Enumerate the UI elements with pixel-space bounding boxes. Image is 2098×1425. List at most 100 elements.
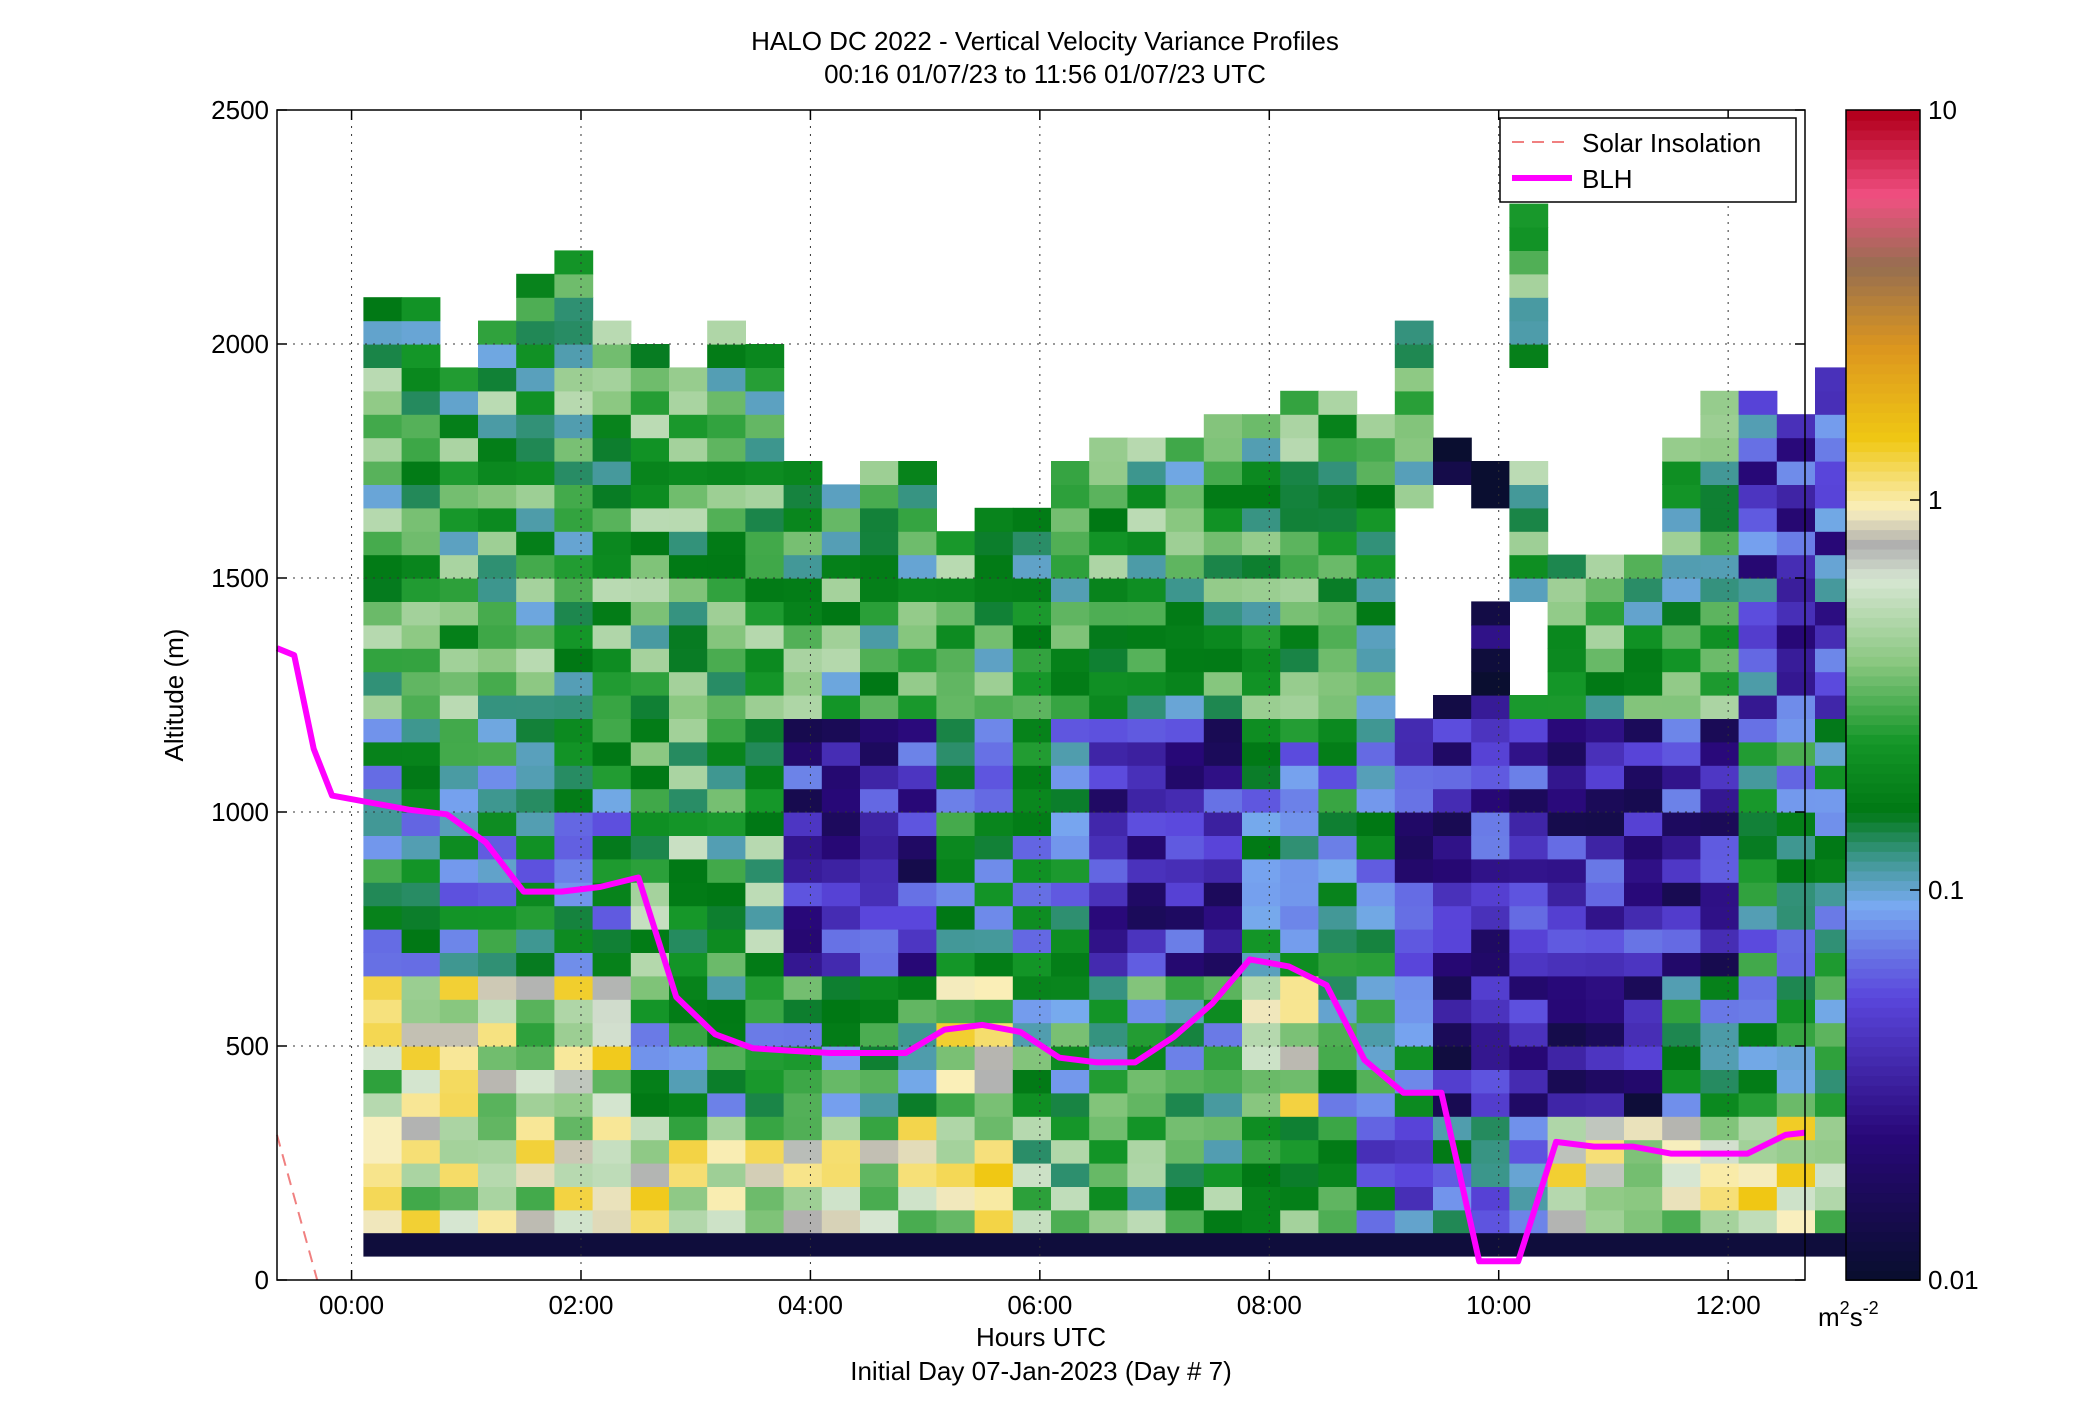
colorbar-segment	[1846, 714, 1920, 726]
x-tick-label: 00:00	[319, 1290, 384, 1320]
heatmap-cell	[1738, 765, 1778, 790]
colorbar-segment	[1846, 529, 1920, 540]
heatmap-cell	[821, 1022, 861, 1047]
heatmap-cell	[1318, 695, 1358, 719]
colorbar-segment	[1846, 110, 1920, 121]
heatmap-cell	[1700, 1092, 1740, 1117]
heatmap-cell	[1242, 858, 1281, 883]
colorbar-segment	[1846, 1182, 1920, 1194]
heatmap-cell	[516, 320, 555, 345]
heatmap-cell	[1127, 905, 1167, 930]
heatmap-cell	[1089, 695, 1128, 719]
heatmap-cell	[1356, 1022, 1396, 1047]
heatmap-cell	[1738, 882, 1778, 907]
heatmap-cell	[1700, 812, 1740, 836]
heatmap-cell	[1089, 882, 1128, 907]
heatmap-cell	[401, 1116, 441, 1141]
heatmap-cell	[1662, 812, 1701, 836]
heatmap-cell	[1280, 414, 1319, 439]
heatmap-cell	[401, 297, 441, 322]
heatmap-cell	[554, 765, 594, 790]
heatmap-cell	[1585, 882, 1625, 907]
colorbar-segment	[1846, 636, 1920, 648]
heatmap-cell	[860, 1186, 899, 1211]
heatmap-cell	[974, 624, 1014, 649]
heatmap-cell	[478, 531, 517, 556]
heatmap-cell	[363, 344, 403, 368]
heatmap-cell	[1738, 905, 1778, 930]
heatmap-cell	[1394, 437, 1434, 462]
heatmap-cell	[1203, 858, 1243, 883]
heatmap-cell	[936, 1092, 976, 1117]
heatmap-cell	[860, 788, 899, 813]
heatmap-cell	[1127, 1116, 1167, 1141]
heatmap-cell	[1165, 858, 1205, 883]
heatmap-cell	[821, 1116, 861, 1141]
colorbar-segment	[1846, 1192, 1920, 1203]
heatmap-cell	[478, 1163, 517, 1187]
colorbar-segment	[1846, 431, 1920, 443]
heatmap-cell	[1776, 835, 1816, 860]
heatmap-cell	[401, 905, 441, 930]
heatmap-cell	[936, 1046, 976, 1070]
heatmap-cell	[1318, 835, 1358, 860]
heatmap-cell	[1051, 1069, 1090, 1094]
heatmap-cell	[1471, 929, 1510, 953]
heatmap-cell	[669, 905, 708, 930]
heatmap-cell	[1051, 578, 1090, 602]
heatmap-cell	[1776, 741, 1816, 766]
heatmap-cell	[363, 1209, 403, 1234]
heatmap-cell	[1662, 1022, 1701, 1047]
heatmap-cell	[1471, 999, 1510, 1024]
colorbar-segment	[1846, 1211, 1920, 1223]
colorbar-segment	[1846, 373, 1920, 384]
heatmap-cell	[1012, 835, 1052, 860]
heatmap-cell	[1662, 507, 1701, 532]
heatmap-cell-lowest	[363, 1233, 1854, 1257]
heatmap-cell	[898, 1209, 937, 1234]
heatmap-cell	[1165, 929, 1205, 953]
heatmap-cell	[1242, 507, 1281, 532]
heatmap-cell	[1662, 648, 1701, 673]
heatmap-cell	[1051, 1116, 1090, 1141]
heatmap-cell	[401, 484, 441, 509]
heatmap-cell	[1547, 578, 1587, 602]
heatmap-cell	[783, 858, 823, 883]
heatmap-cell	[1509, 1092, 1549, 1117]
heatmap-cell	[363, 648, 403, 673]
heatmap-cell	[707, 671, 746, 696]
heatmap-cell	[1700, 461, 1740, 485]
heatmap-cell	[1471, 905, 1510, 930]
heatmap-cell	[1356, 648, 1396, 673]
heatmap-cell	[707, 1092, 746, 1117]
heatmap-cell	[630, 531, 670, 556]
heatmap-cell	[1012, 718, 1052, 743]
heatmap-cell	[1280, 578, 1319, 602]
heatmap-cell	[439, 531, 479, 556]
heatmap-cell	[592, 601, 632, 626]
heatmap-cell	[1471, 1186, 1510, 1211]
heatmap-cell	[1509, 461, 1549, 485]
heatmap-cell	[1738, 1022, 1778, 1047]
heatmap-cell	[1242, 671, 1281, 696]
colorbar-segment	[1846, 646, 1920, 657]
heatmap-cell	[1051, 671, 1090, 696]
heatmap-cell	[1242, 601, 1281, 626]
heatmap-cell	[974, 812, 1014, 836]
heatmap-cell	[1624, 882, 1663, 907]
colorbar-segment	[1846, 880, 1920, 891]
heatmap-cell	[1700, 999, 1740, 1024]
heatmap-cell	[1318, 975, 1358, 1000]
colorbar-segment	[1846, 1163, 1920, 1174]
heatmap-cell	[745, 484, 785, 509]
heatmap-cell	[1280, 788, 1319, 813]
heatmap-cell	[707, 905, 746, 930]
heatmap-cell	[745, 1022, 785, 1047]
heatmap-cell	[1662, 1186, 1701, 1211]
heatmap-cell	[974, 601, 1014, 626]
heatmap-cell	[1012, 1116, 1052, 1141]
heatmap-cell	[363, 1092, 403, 1117]
heatmap-cell	[1471, 975, 1510, 1000]
colorbar-segment	[1846, 1065, 1920, 1077]
heatmap-cell	[1242, 835, 1281, 860]
